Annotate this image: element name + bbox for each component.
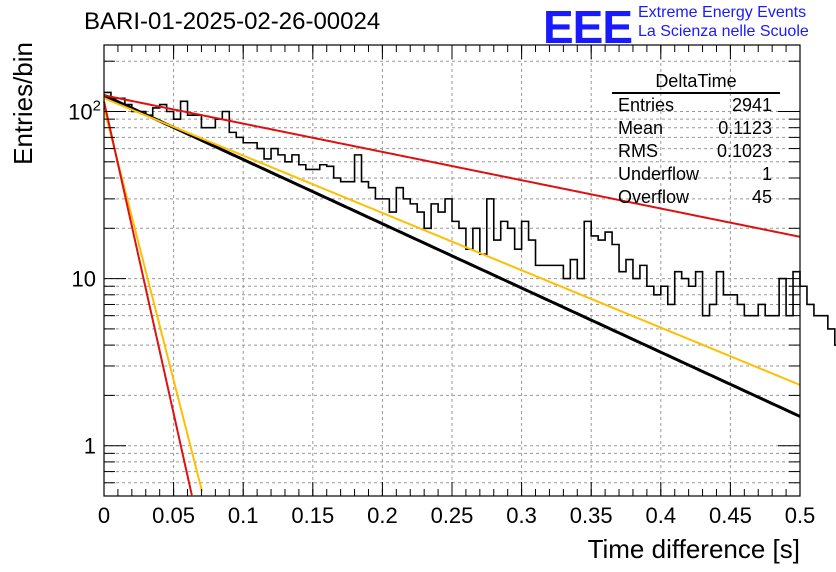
x-tick-label: 0.2 [367,503,398,528]
logo-subtitle-2: La Scienza nelle Scuole [638,23,809,40]
stats-label: Overflow [618,187,690,207]
y-axis: 1 10 102 [68,60,800,497]
stats-row-mean: Mean 0.1123 [612,117,780,140]
stats-value: 0.1023 [716,141,772,161]
x-tick-label: 0 [98,503,110,528]
stats-value: 2941 [731,95,772,115]
stats-row-rms: RMS 0.1023 [612,140,780,163]
x-axis: 0 0.05 0.1 0.15 0.2 0.25 0.3 0.35 0.4 0.45 0.5 [98,45,815,528]
stats-row-entries: Entries 2941 [612,94,780,117]
stats-value: 45 [751,187,772,207]
y-tick-label: 1 [84,434,96,459]
y-axis-label: Entries/bin [8,42,38,165]
fit-curve [103,97,801,386]
fit-curve [103,94,801,238]
fit-curve [103,101,193,496]
x-tick-label: 0.25 [431,503,474,528]
stats-label: RMS [618,141,658,161]
histogram-line [104,91,836,346]
stats-row-overflow: Overflow 45 [612,186,780,209]
y-tick-label: 10 [72,267,96,292]
x-tick-label: 0.5 [785,503,816,528]
x-tick-label: 0.1 [228,503,259,528]
stats-title: DeltaTime [612,70,780,94]
fit-curves [103,93,801,496]
x-tick-label: 0.4 [646,503,677,528]
x-tick-label: 0.05 [152,503,195,528]
stats-box: DeltaTime Entries 2941 Mean 0.1123 RMS 0… [612,70,780,209]
fit-curve [103,93,801,418]
stats-row-underflow: Underflow 1 [612,163,780,186]
stats-label: Entries [618,95,675,115]
x-tick-label: 0.35 [570,503,613,528]
y-tick-label: 102 [68,97,101,124]
stats-label: Underflow [618,164,700,184]
x-axis-label: Time difference [s] [588,534,800,564]
x-tick-label: 0.3 [506,503,537,528]
stats-value: 1 [761,164,772,184]
x-tick-label: 0.15 [291,503,334,528]
stats-value: 0.1123 [718,118,772,138]
stats-label: Mean [618,118,664,138]
logo-subtitle-1: Extreme Energy Events [638,4,807,21]
run-title: BARI-01-2025-02-26-00024 [84,8,381,35]
eee-logo: EEE [543,1,633,53]
histogram [104,91,836,346]
x-tick-label: 0.45 [709,503,752,528]
